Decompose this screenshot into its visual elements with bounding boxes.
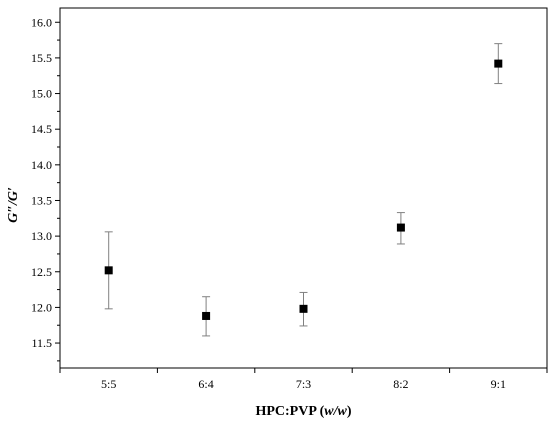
data-points — [104, 59, 503, 320]
y-tick-label: 11.5 — [31, 336, 52, 350]
y-tick-label: 16.0 — [31, 15, 52, 29]
data-point — [104, 266, 113, 275]
y-tick-label: 13.5 — [31, 193, 52, 207]
data-point — [494, 59, 503, 68]
y-tick-label: 12.5 — [31, 265, 52, 279]
x-axis-title-part-1: HPC:PVP ( — [255, 404, 324, 419]
plot-frame — [59, 7, 548, 369]
x-tick-label: 7:3 — [296, 377, 311, 391]
error-bars — [104, 43, 503, 337]
y-tick-label: 12.0 — [31, 300, 52, 314]
x-axis: 5:5 6:4 7:3 8:2 9:1 — [59, 368, 548, 391]
y-tick-label: 15.5 — [31, 51, 52, 65]
x-axis-title: HPC:PVP (w/w) — [255, 404, 351, 419]
data-point — [299, 304, 308, 313]
x-axis-title-part-3: ) — [347, 404, 352, 419]
y-tick-label: 15.0 — [31, 87, 52, 101]
y-tick-label: 14.5 — [31, 122, 52, 136]
y-tick-label: 14.0 — [31, 158, 52, 172]
data-point — [396, 223, 405, 232]
x-tick-label: 9:1 — [491, 377, 506, 391]
y-axis-title: G″/G′ — [6, 187, 21, 223]
x-tick-label: 5:5 — [101, 377, 116, 391]
x-tick-label: 6:4 — [198, 377, 213, 391]
y-tick-label: 13.0 — [31, 229, 52, 243]
x-axis-title-part-2: w/w — [324, 404, 347, 419]
data-point — [202, 311, 211, 320]
x-tick-label: 8:2 — [393, 377, 408, 391]
y-axis: 11.5 12.0 12.5 13.0 13.5 14.0 14.5 15.0 15.5 16.0 — [31, 15, 60, 362]
